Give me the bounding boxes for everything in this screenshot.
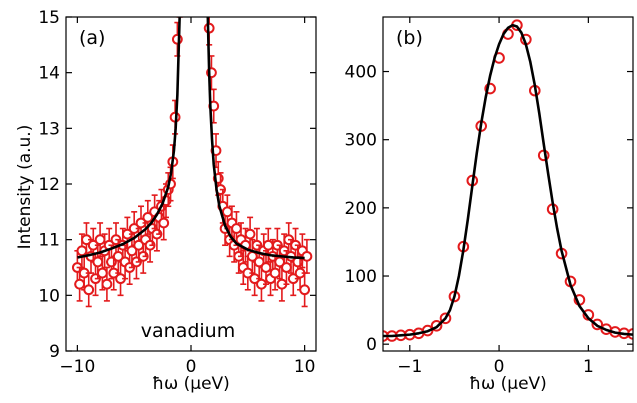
x-tick-label: 10 (294, 357, 316, 377)
data-point (83, 284, 95, 296)
data-point (299, 284, 311, 296)
x-axis-title: ħω (μeV) (152, 374, 230, 394)
y-tick-label: 9 (49, 342, 60, 362)
data-point (262, 239, 274, 251)
x-tick-label: 0 (494, 357, 505, 377)
x-tick-label: −10 (59, 357, 95, 377)
y-tick-label: 15 (38, 8, 60, 28)
y-axis-title: Intensity (a.u.) (15, 125, 35, 250)
y-tick-label: 10 (38, 286, 60, 306)
y-tick-label: 13 (38, 119, 60, 139)
sample-annotation: vanadium (141, 320, 235, 342)
panel-label: (a) (79, 27, 105, 49)
x-tick-label: 1 (583, 357, 594, 377)
fit-curve (77, 17, 305, 260)
y-tick-label: 200 (345, 199, 377, 219)
data-point (74, 278, 86, 290)
data-point (76, 245, 88, 257)
plot-area (383, 19, 633, 342)
data-point (94, 234, 106, 246)
data-point (158, 217, 170, 229)
y-tick-label: 12 (38, 175, 60, 195)
plot-frame (382, 16, 634, 352)
plot-area (71, 0, 313, 308)
y-tick-label: 100 (345, 267, 377, 287)
fit-curve (383, 23, 633, 338)
panel-b: −1 0 1 0 100 200 300 400 ħω (μeV) (b) (345, 16, 634, 394)
data-point (301, 250, 313, 262)
y-tick-label: 400 (345, 63, 377, 83)
data-point (221, 206, 233, 218)
panel-a: −10 0 10 9 10 11 12 13 14 15 ħω (μeV) (a) vanadium (38, 0, 317, 394)
x-tick-label: −1 (397, 357, 422, 377)
data-point (101, 278, 113, 290)
data-point (260, 262, 272, 273)
x-axis-title: ħω (μeV) (469, 374, 547, 394)
x-tick-label: 0 (186, 357, 197, 377)
data-point (171, 33, 183, 45)
data-point (96, 267, 108, 279)
data-point (92, 256, 104, 268)
y-tick-label: 300 (345, 131, 377, 151)
data-point (231, 223, 242, 234)
data-point (175, 0, 184, 5)
plot-frame (65, 16, 317, 352)
data-point (269, 267, 281, 279)
y-tick-label: 11 (38, 231, 60, 251)
panel-label: (b) (396, 27, 423, 49)
data-point (281, 262, 292, 273)
y-tick-label: 0 (366, 335, 377, 355)
data-point (244, 228, 256, 240)
y-tick-label: 14 (38, 64, 60, 84)
